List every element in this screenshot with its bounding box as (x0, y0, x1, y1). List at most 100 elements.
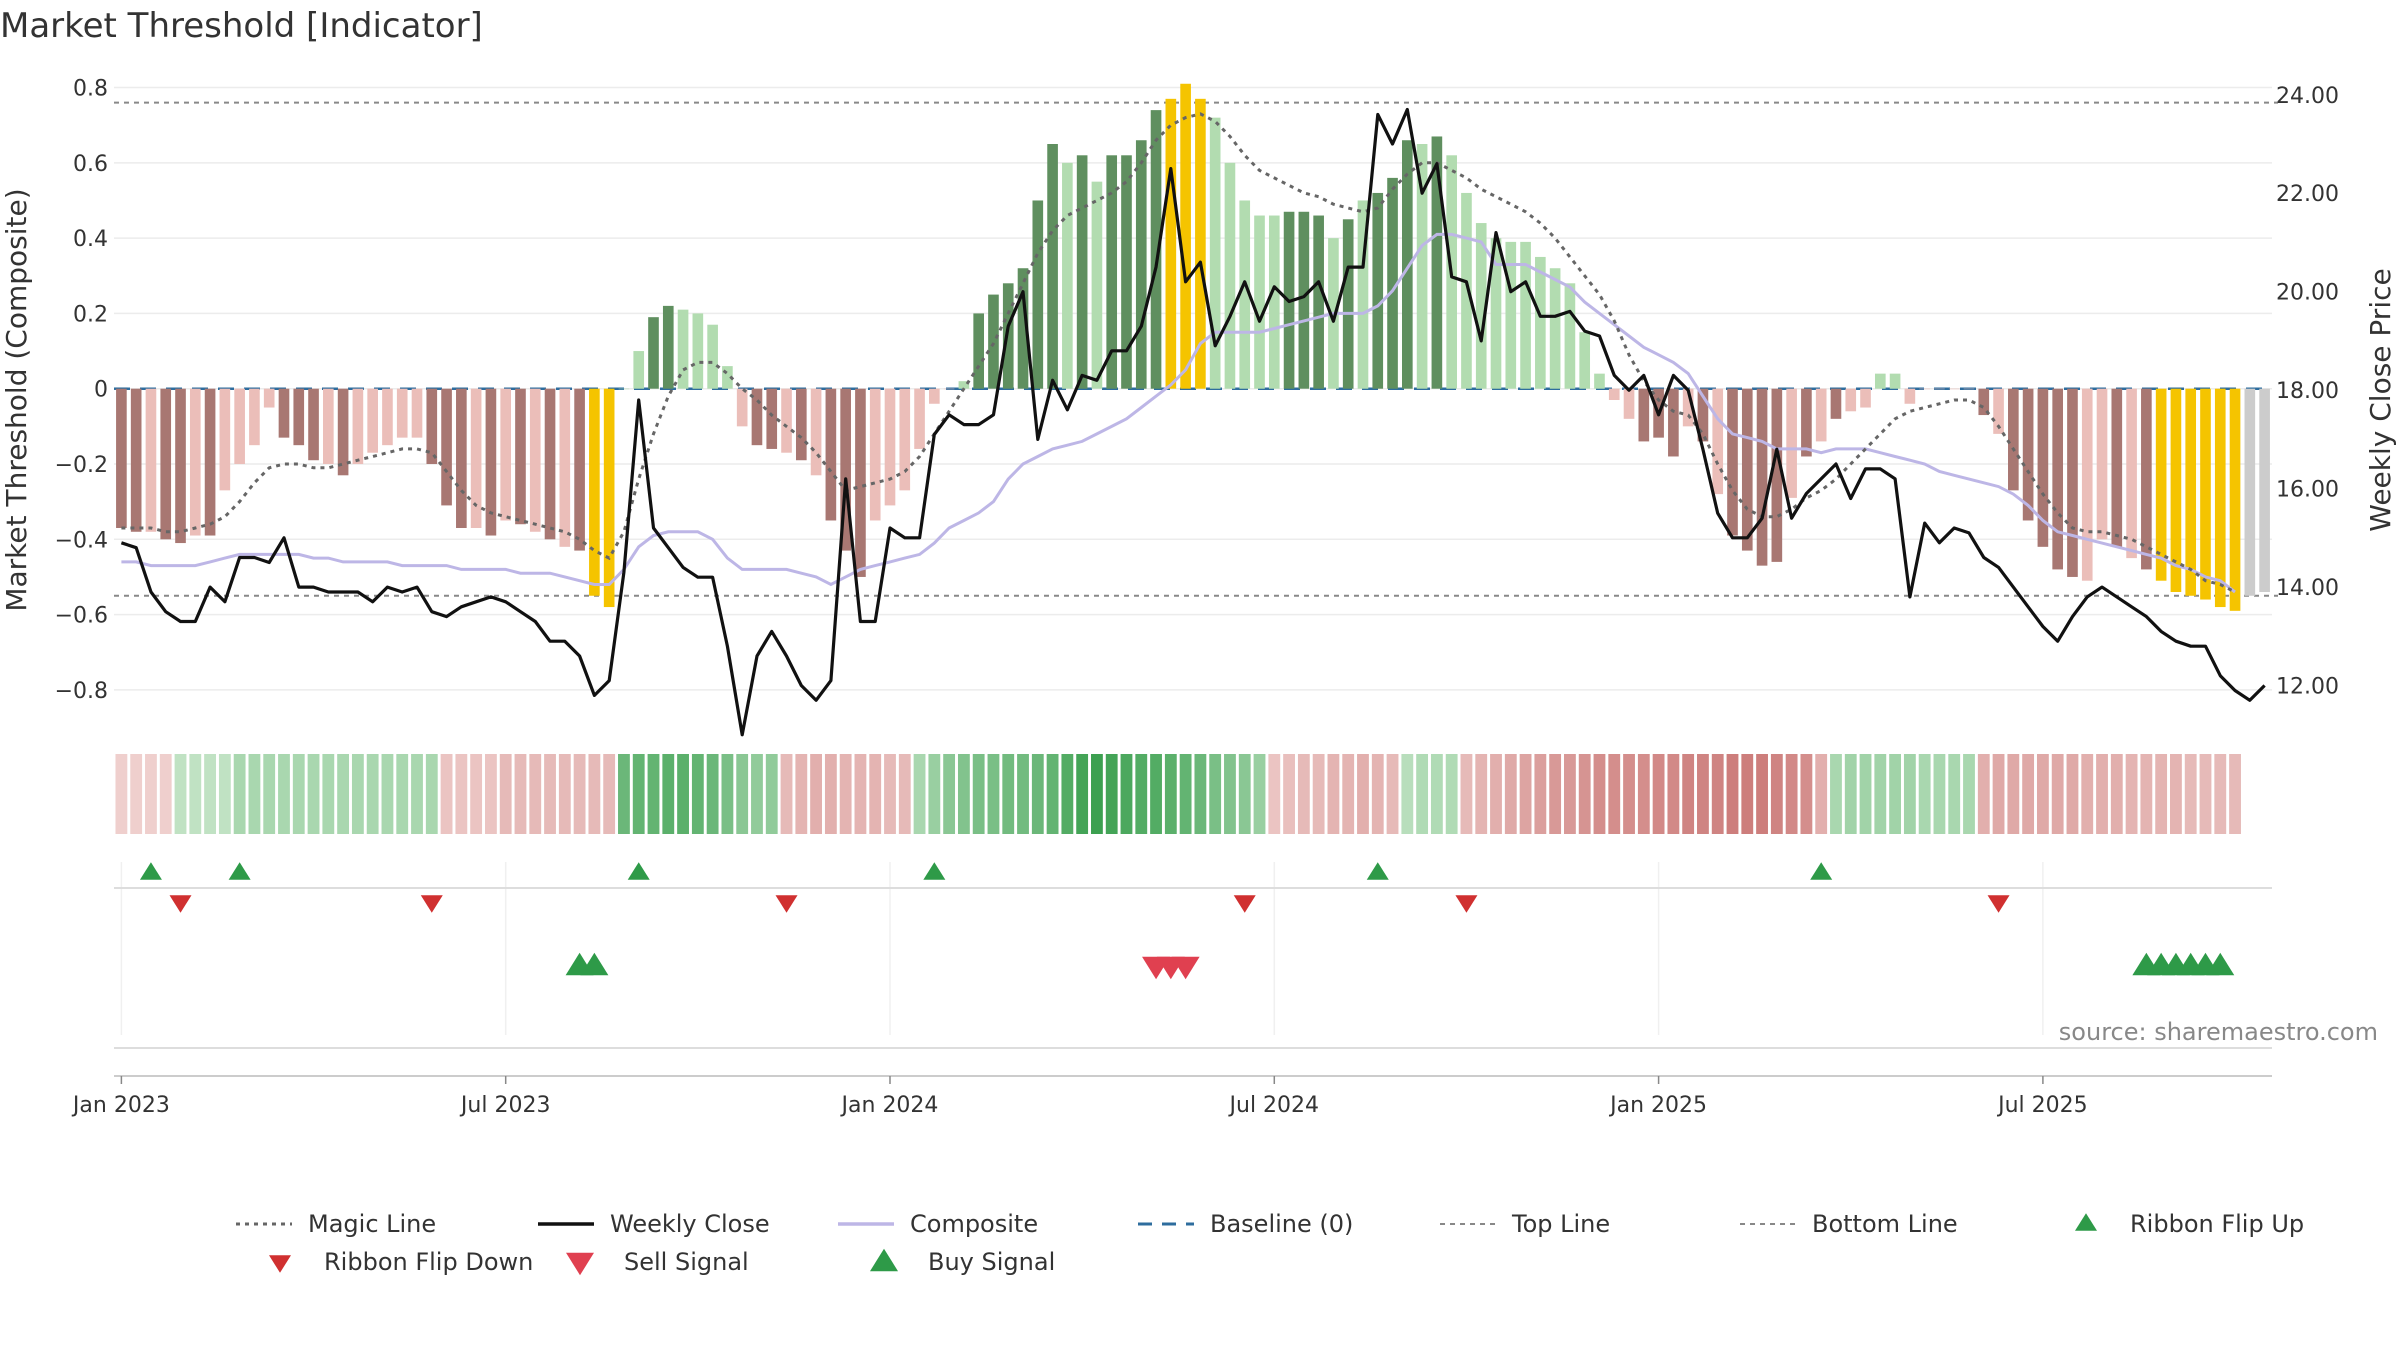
composite-bar (1993, 388, 2004, 434)
ribbon-cell (1076, 754, 1089, 834)
gridlines (114, 86, 2272, 691)
y-tick-label: 0.8 (73, 77, 108, 102)
composite-bar (618, 388, 630, 390)
composite-bar (988, 294, 999, 389)
ribbon-cell (1224, 754, 1236, 834)
signal-panels (114, 862, 2272, 1049)
y2-tick-label: 20.00 (2276, 281, 2339, 306)
y2-tick-label: 14.00 (2276, 576, 2339, 601)
composite-bar (855, 388, 866, 577)
composite-bar (529, 388, 541, 532)
ribbon-cell (943, 754, 956, 834)
ribbon-cell (618, 754, 630, 834)
ribbon-cell (2199, 754, 2212, 834)
composite-bar (441, 388, 452, 506)
composite-bar (1668, 388, 1679, 457)
ribbon-cell (1889, 754, 1902, 834)
composite-bar (884, 388, 896, 506)
ribbon-cell (1519, 754, 1532, 834)
composite-bar (278, 388, 290, 438)
ribbon-cell (854, 754, 867, 834)
ribbon-cell (2140, 754, 2153, 834)
composite-bar (751, 388, 763, 446)
ribbon-cell (1017, 754, 1029, 834)
ribbon-cell (292, 754, 305, 834)
x-tick-label: Jul 2025 (1996, 1093, 2088, 1118)
composite-bar (367, 388, 378, 453)
ribbon-cell (1711, 754, 1724, 834)
ribbon-flip-down-marker (1233, 895, 1256, 913)
ribbon-cell (1253, 754, 1266, 834)
composite-bar (500, 388, 512, 521)
ribbon-cell (1918, 754, 1931, 834)
ribbon-cell (1283, 754, 1295, 834)
y-tick-label: 0 (94, 378, 108, 403)
composite-bar (1298, 211, 1310, 389)
composite-bar (2141, 388, 2152, 570)
ribbon-cell (529, 754, 542, 834)
composite-bar (1874, 373, 1886, 389)
legend-label: Bottom Line (1812, 1210, 1958, 1238)
composite-bar (1121, 155, 1132, 389)
ribbon-cell (706, 754, 719, 834)
composite-bar (470, 388, 482, 528)
composite-bar (1239, 200, 1251, 389)
composite-bar (692, 313, 704, 389)
ribbon-cell (1401, 754, 1414, 834)
ribbon-flip-down-marker (420, 895, 443, 913)
ribbon-cell (204, 754, 216, 834)
composite-bar (1978, 388, 1990, 416)
ribbon-cell (662, 754, 675, 834)
ribbon-cell (1652, 754, 1665, 834)
composite-bar (899, 388, 911, 491)
ribbon-cell (1416, 754, 1429, 834)
composite-bar (736, 388, 748, 427)
ribbon-cell (2066, 754, 2079, 834)
composite-bar (1963, 388, 1975, 390)
ribbon-cell (1031, 754, 1044, 834)
composite-bar (2214, 388, 2226, 608)
legend-label: Magic Line (308, 1210, 436, 1238)
ribbon-cell (1844, 754, 1857, 834)
ribbon-cell (278, 754, 290, 834)
ribbon-cell (1268, 754, 1281, 834)
composite-bar (914, 388, 925, 449)
composite-bar (1535, 256, 1546, 389)
composite-bar (130, 388, 142, 532)
y-tick-label: −0.6 (55, 604, 108, 629)
ribbon-cell (1726, 754, 1739, 834)
composite-bar (1948, 388, 1960, 390)
ribbon-flip-up-marker (139, 862, 162, 880)
composite-bar (1342, 219, 1354, 389)
x-tick-label: Jul 2023 (459, 1093, 551, 1118)
ribbon-cell (1859, 754, 1872, 834)
ribbon-cell (396, 754, 409, 834)
ribbon-cell (2155, 754, 2168, 834)
ribbon-cell (1327, 754, 1340, 834)
composite-bar (1682, 388, 1694, 427)
ribbon-cell (1593, 754, 1606, 834)
ribbon-cell (115, 754, 128, 834)
y-tick-label: −0.4 (55, 528, 108, 553)
ribbon-cell (2214, 754, 2227, 834)
composite-bar (1372, 192, 1384, 389)
ribbon-cell (1460, 754, 1473, 834)
ribbon-cell (765, 754, 778, 834)
ribbon-cell (1238, 754, 1251, 834)
ribbon-cell (795, 754, 808, 834)
x-tick-label: Jan 2023 (71, 1093, 170, 1118)
composite-bar (2244, 388, 2256, 596)
ribbon-cell (839, 754, 852, 834)
ribbon-flip-down-marker (1455, 895, 1478, 913)
left-y-axis: 0.8 0.6 0.4 0.2 0 −0.2 −0.4 −0.6 −0.8 Market Thre… (0, 77, 108, 704)
ribbon-cell (1297, 754, 1310, 834)
ribbon-cell (721, 754, 734, 834)
composite-bar (1712, 388, 1724, 495)
ribbon-cell (248, 754, 261, 834)
ribbon-cell (1830, 754, 1842, 834)
ribbon-cell (1667, 754, 1680, 834)
right-y-axis: 24.00 22.00 20.00 18.00 16.00 14.00 12.00 Weekl… (2276, 84, 2397, 700)
ribbon-cell (898, 754, 911, 834)
ribbon-cell (1933, 754, 1946, 834)
ribbon-flip-up-marker (923, 862, 946, 880)
